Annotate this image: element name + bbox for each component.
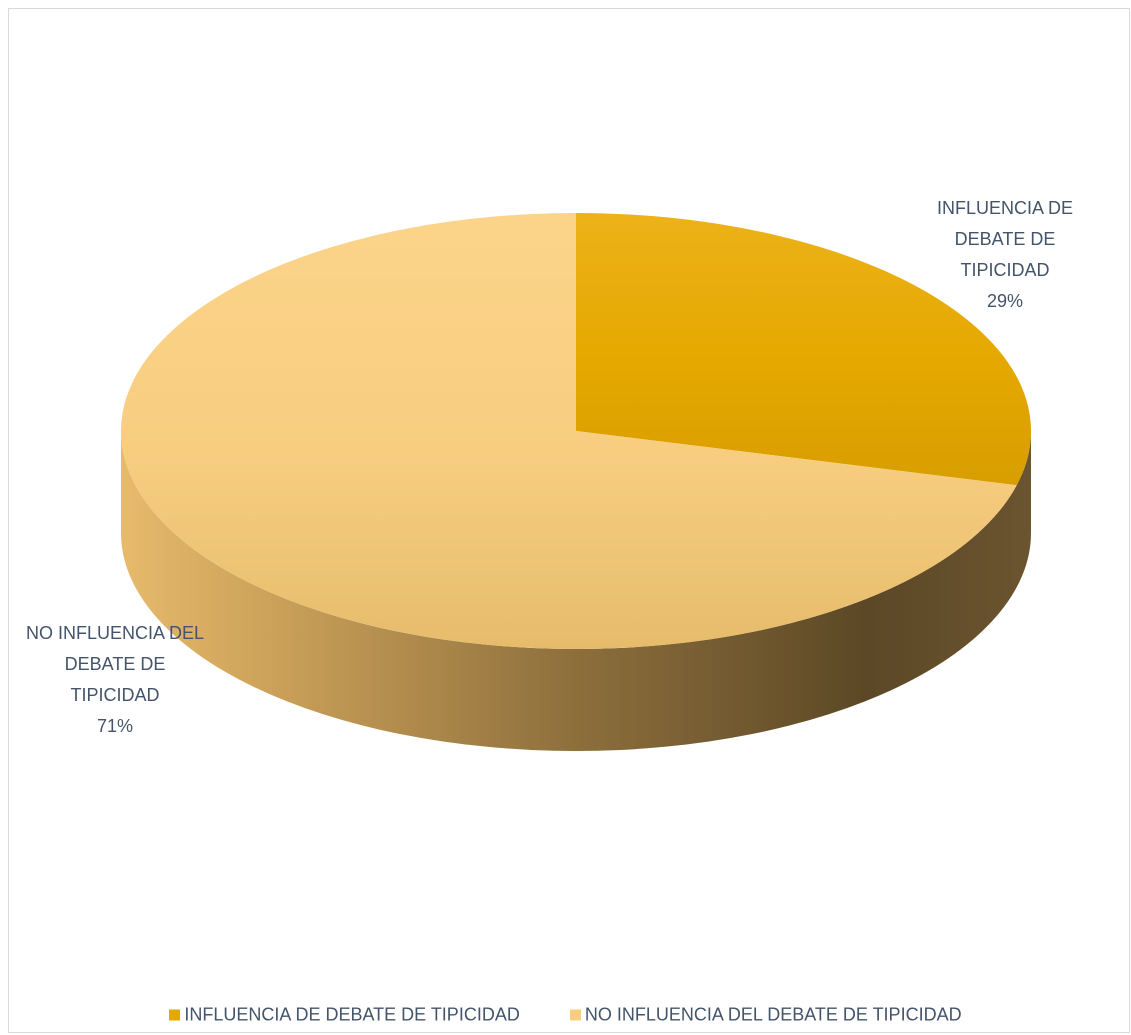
data-label-line: TIPICIDAD xyxy=(960,260,1050,280)
legend-entry-no-influencia: NO INFLUENCIA DEL DEBATE DE TIPICIDAD xyxy=(569,1004,962,1026)
data-label-no-influencia: NO INFLUENCIA DEL DEBATE DE TIPICIDAD 71… xyxy=(10,618,220,742)
legend-swatch xyxy=(569,1009,581,1021)
legend-label: INFLUENCIA DE DEBATE DE TIPICIDAD xyxy=(184,1004,520,1025)
data-label-influencia: INFLUENCIA DE DEBATE DE TIPICIDAD 29% xyxy=(905,193,1105,317)
pie-slice-no-influencia xyxy=(121,213,1017,649)
chart-legend: INFLUENCIA DE DEBATE DE TIPICIDAD NO INF… xyxy=(0,1005,1131,1026)
legend-entry-influencia: INFLUENCIA DE DEBATE DE TIPICIDAD xyxy=(169,1004,520,1026)
data-label-line: NO INFLUENCIA DEL xyxy=(25,623,205,643)
data-label-value: 29% xyxy=(986,291,1024,311)
pie-side-band xyxy=(121,431,1031,751)
data-label-line: INFLUENCIA DE xyxy=(936,198,1074,218)
data-label-line: DEBATE DE xyxy=(64,654,166,674)
data-label-line: DEBATE DE xyxy=(954,229,1056,249)
pie-top-face xyxy=(121,213,1032,649)
legend-label: NO INFLUENCIA DEL DEBATE DE TIPICIDAD xyxy=(584,1004,962,1025)
data-label-line: TIPICIDAD xyxy=(70,685,160,705)
data-label-value: 71% xyxy=(96,716,134,736)
pie-side-band xyxy=(121,431,1031,751)
pie-slice-influencia xyxy=(576,213,1032,486)
legend-swatch xyxy=(169,1009,181,1021)
